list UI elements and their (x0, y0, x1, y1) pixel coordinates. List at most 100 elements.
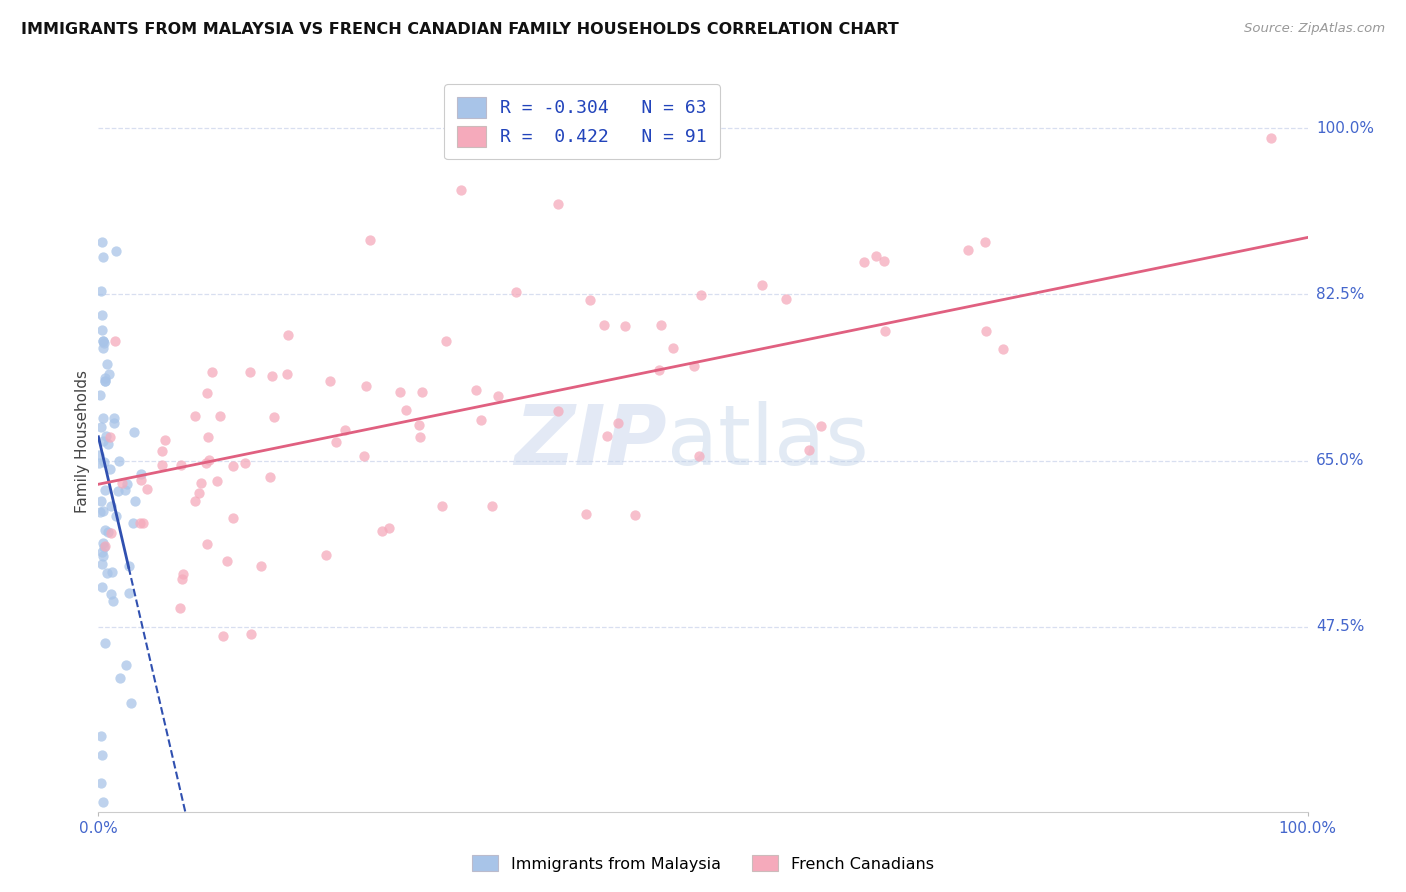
Point (371, 524, 394, 538)
Point (91, 557, 114, 571)
Point (411, 384, 433, 399)
Point (104, 244, 127, 259)
Point (335, 423, 357, 437)
Point (96, 437, 118, 451)
Point (873, 254, 896, 268)
Point (775, 292, 797, 306)
Point (574, 507, 596, 521)
Point (184, 494, 207, 508)
Point (217, 554, 239, 568)
Point (409, 430, 432, 444)
Point (97, 524, 120, 539)
Point (100, 499, 122, 513)
Point (100, 525, 122, 540)
Point (91, 334, 114, 348)
Point (91, 504, 114, 518)
Point (853, 255, 876, 269)
Point (91, 250, 114, 264)
Point (91, 536, 114, 550)
Point (239, 627, 262, 641)
Point (93, 455, 115, 469)
Point (103, 411, 125, 425)
Point (974, 235, 997, 249)
Point (873, 324, 896, 338)
Point (647, 363, 669, 377)
Point (865, 249, 887, 263)
Point (408, 417, 430, 432)
Point (170, 573, 193, 587)
Point (153, 433, 176, 447)
Point (197, 430, 219, 444)
Point (661, 341, 683, 355)
Point (103, 416, 125, 430)
Point (991, 342, 1014, 356)
Point (118, 586, 141, 600)
Text: 100.0%: 100.0% (1316, 120, 1374, 136)
Point (93, 540, 115, 554)
Point (115, 657, 138, 672)
Point (129, 516, 152, 530)
Point (103, 334, 125, 348)
Point (91, 747, 114, 762)
Point (87, 448, 110, 462)
Point (91, 235, 114, 250)
Point (90, 729, 112, 743)
Point (89, 456, 111, 470)
Legend: R = -0.304   N = 63, R =  0.422   N = 91: R = -0.304 N = 63, R = 0.422 N = 91 (444, 84, 720, 159)
Text: ZIP: ZIP (515, 401, 666, 482)
Point (124, 493, 146, 508)
Point (195, 537, 218, 551)
Point (688, 450, 710, 464)
Point (1260, 130, 1282, 145)
Point (239, 364, 262, 378)
Point (90, 776, 112, 790)
Point (394, 403, 416, 417)
Point (90, 323, 112, 337)
Point (104, 509, 127, 524)
Legend: Immigrants from Malaysia, French Canadians: Immigrants from Malaysia, French Canadia… (464, 847, 942, 880)
Point (91, 411, 114, 425)
Point (98, 462, 121, 476)
Point (260, 368, 283, 383)
Point (94, 523, 117, 537)
Point (250, 558, 273, 573)
Point (169, 601, 191, 615)
Point (91, 334, 114, 349)
Point (974, 324, 997, 338)
Point (205, 474, 228, 488)
Point (118, 558, 141, 573)
Point (90, 494, 112, 508)
Point (505, 285, 527, 299)
Point (93, 336, 115, 351)
Point (614, 318, 637, 333)
Point (450, 183, 472, 197)
Point (132, 516, 155, 530)
Point (121, 516, 143, 530)
Point (353, 450, 375, 464)
Point (607, 416, 630, 430)
Point (188, 486, 211, 500)
Point (222, 459, 245, 474)
Point (94, 483, 117, 498)
Point (378, 520, 401, 534)
Text: IMMIGRANTS FROM MALAYSIA VS FRENCH CANADIAN FAMILY HOUSEHOLDS CORRELATION CHART: IMMIGRANTS FROM MALAYSIA VS FRENCH CANAD… (21, 22, 898, 37)
Point (111, 475, 134, 490)
Point (170, 458, 193, 472)
Point (108, 671, 131, 685)
Point (547, 404, 569, 418)
Text: 65.0%: 65.0% (1316, 453, 1364, 468)
Point (150, 443, 173, 458)
Point (120, 697, 142, 711)
Point (94, 540, 117, 554)
Point (233, 457, 256, 471)
Point (354, 379, 377, 393)
Point (107, 483, 129, 498)
Point (359, 233, 381, 247)
Point (150, 458, 173, 472)
Point (579, 293, 602, 307)
Text: 47.5%: 47.5% (1316, 619, 1364, 634)
Text: 82.5%: 82.5% (1316, 287, 1364, 301)
Point (593, 318, 616, 332)
Point (94, 429, 117, 443)
Point (122, 425, 145, 440)
